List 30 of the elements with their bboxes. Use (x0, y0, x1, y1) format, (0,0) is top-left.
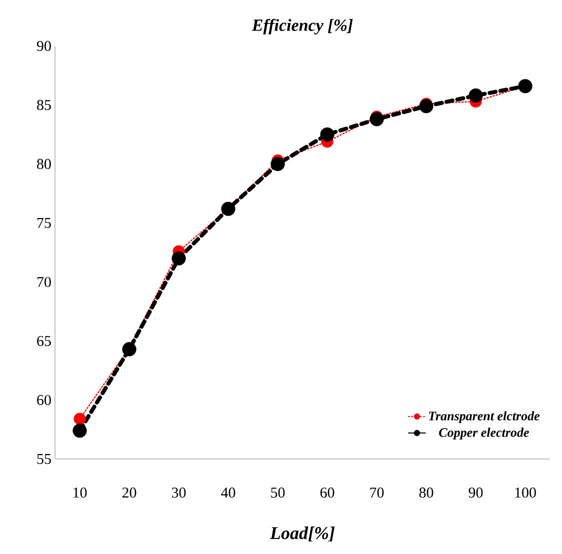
y-tick-label: 80 (37, 158, 51, 170)
y-tick-label: 70 (37, 276, 51, 288)
chart-title: Efficiency [%] (252, 18, 353, 34)
x-tick-label: 50 (271, 488, 285, 498)
x-axis-title: Load[%] (270, 526, 335, 542)
x-tick-label: 70 (370, 488, 384, 498)
x-tick-label: 40 (221, 488, 236, 498)
y-tick-label: 60 (37, 394, 51, 406)
x-tick-label: 80 (419, 488, 434, 498)
y-tick-label: 55 (37, 454, 51, 464)
point (419, 99, 434, 114)
point (72, 424, 87, 438)
x-tick-label: 20 (122, 488, 136, 498)
point (270, 156, 285, 172)
point (172, 251, 186, 266)
y-tick-label: 90 (36, 40, 51, 52)
x-tick-label: 30 (172, 488, 186, 498)
point (320, 127, 334, 142)
x-tick-label: 60 (320, 488, 334, 498)
y-tick-label: 85 (37, 100, 51, 110)
y-tick-label: 75 (37, 218, 51, 228)
y-tick-label: 65 (37, 336, 51, 346)
x-tick-label: 10 (74, 488, 87, 498)
x-tick-label: 100 (515, 488, 536, 498)
point (74, 412, 86, 425)
x-tick-label: 90 (468, 488, 483, 498)
point (370, 112, 384, 126)
legend-label: Copper electrode (439, 428, 529, 440)
legend-label: Transparent elctrode (428, 411, 540, 424)
point (468, 88, 483, 103)
